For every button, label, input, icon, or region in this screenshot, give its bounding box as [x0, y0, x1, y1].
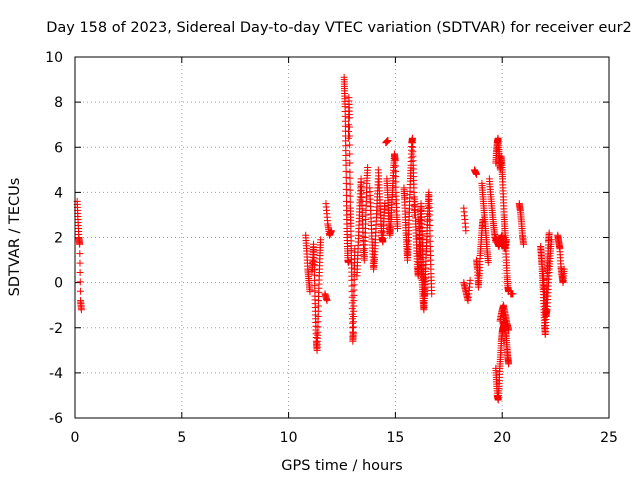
data-point — [466, 276, 474, 284]
data-point — [342, 191, 350, 199]
plot-frame — [74, 56, 610, 419]
data-point — [505, 326, 513, 334]
y-tick-label: 10 — [45, 50, 63, 66]
y-tick-label: -2 — [49, 321, 63, 337]
x-tick-label: 20 — [493, 430, 511, 446]
data-points — [73, 73, 568, 404]
y-axis-label: SDTVAR / TECUs — [7, 178, 23, 297]
data-point — [342, 167, 350, 175]
data-point — [306, 288, 314, 296]
data-point — [545, 229, 553, 237]
data-point — [505, 360, 513, 368]
data-point — [323, 297, 331, 305]
data-point — [520, 240, 528, 248]
data-point — [76, 268, 84, 276]
y-tick-label: 2 — [54, 231, 63, 247]
x-tick-label: 10 — [280, 430, 298, 446]
data-point — [317, 236, 325, 244]
data-point — [346, 186, 354, 194]
y-tick-label: -4 — [49, 366, 63, 382]
data-point — [76, 240, 84, 248]
y-tick-labels: -6 -4 -2 0 2 4 6 8 10 — [45, 50, 63, 427]
data-point — [473, 170, 481, 178]
data-point — [76, 287, 84, 295]
x-tick-label: 5 — [177, 430, 186, 446]
data-point — [346, 141, 354, 149]
data-point — [345, 123, 353, 131]
data-point — [342, 173, 350, 181]
data-point — [342, 161, 350, 169]
data-point — [327, 227, 335, 235]
chart-title: Day 158 of 2023, Sidereal Day-to-day VTE… — [46, 20, 632, 36]
y-tick-label: 0 — [54, 276, 63, 292]
x-tick-label: 25 — [600, 430, 618, 446]
data-point — [428, 290, 436, 298]
data-point — [484, 258, 492, 266]
data-point — [342, 179, 350, 187]
data-point — [346, 180, 354, 188]
data-point — [342, 185, 350, 193]
data-point — [346, 150, 354, 158]
data-point — [384, 136, 392, 144]
data-point — [560, 265, 568, 273]
data-point — [346, 159, 354, 167]
data-point — [344, 127, 352, 135]
y-tick-label: 4 — [54, 185, 63, 201]
data-point — [345, 114, 353, 122]
x-tick-labels: 0 5 10 15 20 25 — [71, 430, 618, 446]
data-point — [547, 236, 555, 244]
data-point — [77, 306, 85, 314]
data-point — [462, 227, 470, 235]
data-point — [364, 164, 372, 172]
data-point — [381, 200, 389, 208]
grid-lines — [75, 57, 609, 418]
x-tick-label: 0 — [71, 430, 80, 446]
data-point — [346, 168, 354, 176]
x-tick-label: 15 — [386, 430, 404, 446]
data-point — [346, 174, 354, 182]
data-point — [76, 250, 84, 258]
data-point — [394, 224, 402, 232]
data-point — [76, 259, 84, 267]
y-tick-label: 8 — [54, 95, 63, 111]
y-tick-label: 6 — [54, 140, 63, 156]
data-point — [76, 278, 84, 286]
y-tick-label: -6 — [49, 411, 63, 427]
data-point — [509, 290, 517, 298]
x-axis-label: GPS time / hours — [281, 458, 402, 474]
data-point — [346, 192, 354, 200]
data-point — [346, 132, 354, 140]
data-point — [346, 198, 354, 206]
data-point — [502, 236, 510, 244]
